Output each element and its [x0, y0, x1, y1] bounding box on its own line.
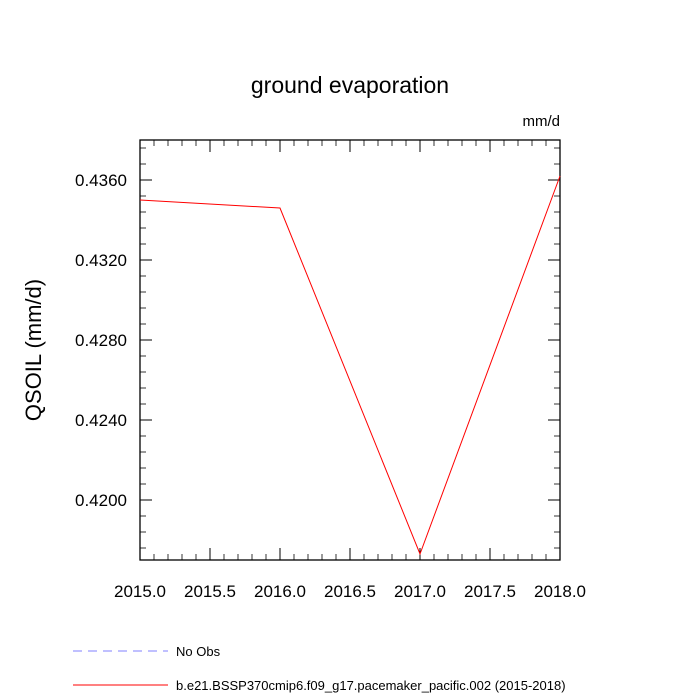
series-line	[139, 175, 561, 556]
y-tick-label: 0.4200	[75, 491, 127, 510]
x-axis: 2015.0 2015.5 2016.0 2016.5 2017.0 2017.5 2018…	[114, 140, 586, 601]
plot-border	[139, 139, 561, 561]
y-tick-label: 0.4320	[75, 251, 127, 270]
x-tick-label: 2017.5	[464, 582, 516, 601]
series-layer	[139, 175, 561, 556]
x-tick-label: 2017.0	[394, 582, 446, 601]
legend-label: b.e21.BSSP370cmip6.f09_g17.pacemaker_pac…	[176, 678, 566, 693]
x-tick-label: 2015.5	[184, 582, 236, 601]
y-tick-label: 0.4360	[75, 171, 127, 190]
plot-frame	[139, 139, 561, 561]
chart-title: ground evaporation	[251, 72, 449, 98]
y-tick-label: 0.4240	[75, 411, 127, 430]
y-tick-label: 0.4280	[75, 331, 127, 350]
y-axis-label: QSOIL (mm/d)	[21, 279, 46, 421]
units-label: mm/d	[523, 113, 561, 130]
y-axis: 0.4200 0.4240 0.4280 0.4320 0.4360	[75, 147, 560, 549]
x-tick-label: 2016.5	[324, 582, 376, 601]
legend-label: No Obs	[176, 644, 221, 659]
x-tick-label: 2015.0	[114, 582, 166, 601]
x-tick-label: 2018.0	[534, 582, 586, 601]
x-tick-label: 2016.0	[254, 582, 306, 601]
legend: No Obs b.e21.BSSP370cmip6.f09_g17.pacemak…	[73, 644, 566, 693]
